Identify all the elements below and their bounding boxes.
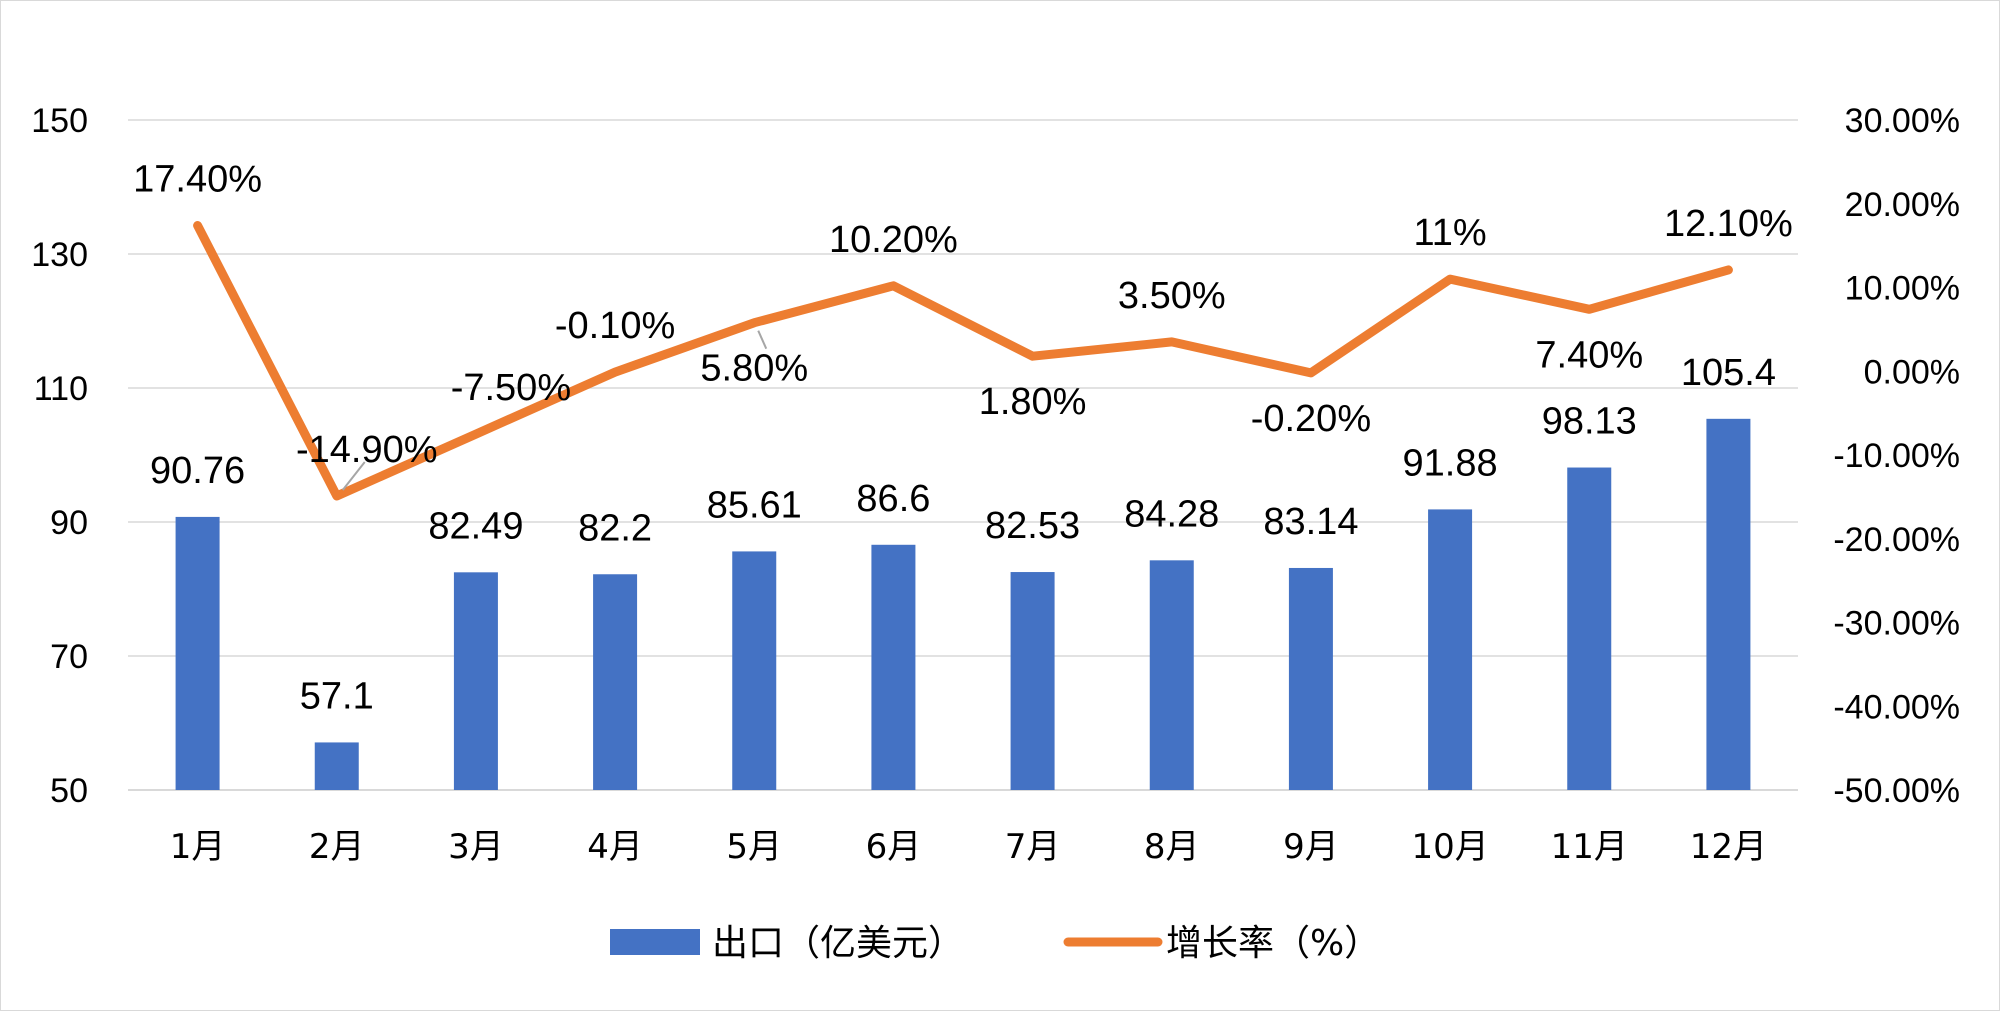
bar-data-labels: 90.76 57.1 82.49 82.2 85.61 86.6 82.53 84.28 83.…: [150, 352, 1776, 718]
y-left-tick-label: 130: [31, 236, 88, 274]
growth-rate-line: [193, 221, 1733, 501]
bar-data-label: 85.61: [707, 484, 802, 526]
bar: [1428, 509, 1473, 790]
line-data-label: 1.80%: [979, 381, 1087, 423]
bar-data-label: 90.76: [150, 450, 245, 492]
y-left-tick-label: 50: [50, 772, 88, 810]
legend-swatch-bar: [610, 929, 700, 955]
x-category-label: 1月: [170, 827, 226, 867]
line-point: [1031, 355, 1034, 358]
bar: [1288, 567, 1333, 790]
line-data-label: 3.50%: [1118, 275, 1226, 317]
line-point: [1170, 340, 1173, 343]
bar-data-label: 86.6: [856, 478, 930, 520]
y-axis-left: 50 70 90 110 130 150: [31, 102, 88, 810]
y-left-tick-label: 110: [34, 370, 88, 408]
bar-data-label: 82.53: [985, 505, 1080, 547]
line-point: [474, 433, 477, 436]
bar: [453, 572, 498, 790]
bar: [593, 574, 638, 790]
line-point: [1449, 278, 1452, 281]
x-category-label: 3月: [448, 827, 504, 867]
y-right-tick-label: 30.00%: [1845, 102, 1960, 140]
legend-label-bar: 出口（亿美元）: [712, 923, 964, 964]
bar: [1706, 418, 1751, 790]
y-left-tick-label: 90: [50, 504, 88, 542]
line-data-label: 7.40%: [1535, 334, 1643, 376]
legend-label-line: 增长率（%）: [1166, 923, 1380, 964]
bar: [871, 544, 916, 790]
line-series: [193, 221, 1733, 501]
y-right-tick-label: -40.00%: [1833, 688, 1960, 726]
bar: [314, 742, 359, 790]
line-data-label: -0.10%: [555, 305, 675, 347]
y-right-tick-label: -20.00%: [1833, 521, 1960, 559]
bar-data-label: 82.49: [428, 505, 523, 547]
bar-series: [175, 418, 1751, 790]
bar-data-label: 84.28: [1124, 493, 1219, 535]
bar-data-label: 82.2: [578, 507, 652, 549]
x-category-label: 12月: [1690, 827, 1767, 867]
leader-line: [757, 330, 768, 350]
y-right-tick-label: 10.00%: [1845, 270, 1960, 308]
x-category-label: 9月: [1283, 827, 1339, 867]
line-point: [335, 495, 338, 498]
bar: [1567, 467, 1612, 790]
line-data-label: -14.90%: [296, 429, 438, 471]
line-point: [1309, 371, 1312, 374]
x-category-label: 7月: [1005, 827, 1061, 867]
y-axis-right: -50.00% -40.00% -30.00% -20.00% -10.00% 0.00%…: [1833, 102, 1960, 810]
gridlines: [128, 119, 1798, 791]
bar: [732, 551, 777, 790]
bar-data-label: 57.1: [300, 675, 374, 717]
y-left-tick-label: 150: [31, 102, 88, 140]
line-data-label: -7.50%: [451, 367, 571, 409]
bar-data-label: 105.4: [1681, 352, 1776, 394]
line-data-label: 5.80%: [700, 348, 808, 390]
line-point: [1727, 268, 1730, 271]
line-data-label: 10.20%: [829, 219, 958, 261]
line-point: [753, 321, 756, 324]
leader-line: [341, 461, 366, 491]
x-category-label: 11月: [1551, 827, 1628, 867]
y-right-tick-label: 20.00%: [1845, 186, 1960, 224]
line-data-label: 11%: [1413, 212, 1486, 254]
y-right-tick-label: -10.00%: [1833, 437, 1960, 475]
x-category-label: 6月: [866, 827, 922, 867]
y-right-tick-label: -50.00%: [1833, 772, 1960, 810]
x-category-label: 5月: [726, 827, 782, 867]
line-point: [1588, 308, 1591, 311]
line-data-label: 12.10%: [1664, 203, 1793, 245]
bar: [1149, 560, 1194, 790]
line-data-label: -0.20%: [1251, 398, 1371, 440]
bar: [175, 516, 220, 790]
line-data-label: 17.40%: [133, 159, 262, 201]
y-right-tick-label: -30.00%: [1833, 605, 1960, 643]
x-category-label: 8月: [1144, 827, 1200, 867]
line-point: [892, 284, 895, 287]
bar-data-label: 98.13: [1542, 401, 1637, 443]
y-left-tick-label: 70: [50, 638, 88, 676]
line-data-labels: 17.40% -14.90% -7.50% -0.10% 5.80% 10.20% 1.80…: [133, 159, 1793, 491]
bar: [1010, 572, 1055, 790]
legend: 出口（亿美元） 增长率（%）: [610, 923, 1380, 964]
bar-data-label: 83.14: [1263, 501, 1358, 543]
x-category-label: 2月: [309, 827, 365, 867]
x-axis-categories: 1月 2月 3月 4月 5月 6月 7月 8月 9月 10月 11月 12月: [170, 827, 1767, 867]
x-category-label: 10月: [1411, 827, 1488, 867]
line-point: [196, 224, 199, 227]
x-category-label: 4月: [587, 827, 643, 867]
y-right-tick-label: 0.00%: [1864, 353, 1960, 391]
bar-data-label: 91.88: [1403, 442, 1498, 484]
line-point: [614, 371, 617, 374]
